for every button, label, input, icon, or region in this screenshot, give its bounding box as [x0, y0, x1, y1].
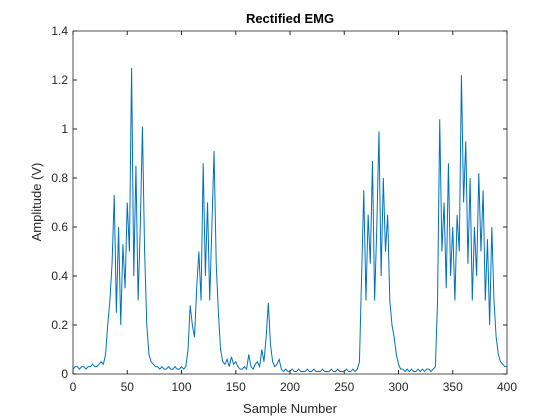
- x-tick-label: 100: [171, 380, 191, 394]
- y-tick-label: 0.6: [51, 220, 68, 234]
- data-line: [72, 67, 507, 373]
- x-tick-label: 350: [443, 380, 463, 394]
- chart-title: Rectified EMG: [246, 11, 334, 26]
- y-tick-label: 1: [61, 122, 68, 136]
- x-tick-label: 50: [121, 380, 135, 394]
- x-tick-label: 400: [497, 380, 517, 394]
- y-tick-label: 0: [61, 367, 68, 381]
- x-axis-label: Sample Number: [243, 401, 338, 416]
- axes-box: [72, 30, 508, 375]
- y-tick-label: 1.2: [51, 73, 68, 87]
- y-tick-label: 0.4: [51, 269, 68, 283]
- x-tick-label: 200: [280, 380, 300, 394]
- x-tick-label: 150: [226, 380, 246, 394]
- y-tick-label: 0.2: [51, 318, 68, 332]
- x-tick-label: 0: [70, 380, 77, 394]
- y-axis-label: Amplitude (V): [29, 163, 44, 242]
- y-tick-label: 1.4: [51, 24, 68, 38]
- y-tick-label: 0.8: [51, 171, 68, 185]
- x-tick-label: 300: [388, 380, 408, 394]
- x-tick-label: 250: [334, 380, 354, 394]
